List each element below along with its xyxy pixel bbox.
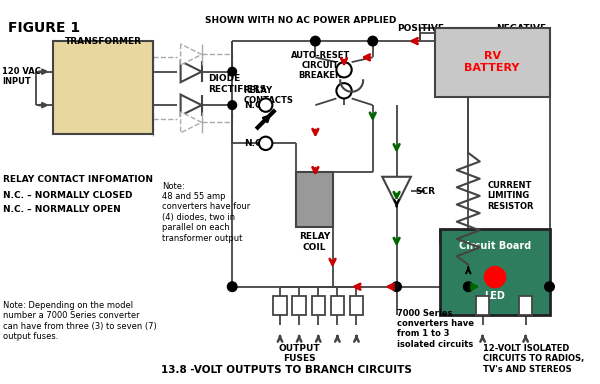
Text: SHOWN WITH NO AC POWER APPLIED: SHOWN WITH NO AC POWER APPLIED bbox=[205, 16, 397, 25]
Text: SCR: SCR bbox=[416, 187, 436, 195]
Text: OUTPUT
FUSES: OUTPUT FUSES bbox=[278, 344, 320, 363]
Text: N.C. – NORMALLY OPEN: N.C. – NORMALLY OPEN bbox=[3, 205, 121, 215]
Text: POSITIVE: POSITIVE bbox=[397, 24, 444, 33]
Circle shape bbox=[227, 282, 237, 291]
Circle shape bbox=[259, 98, 272, 112]
Bar bbox=[53, 41, 153, 134]
Polygon shape bbox=[382, 177, 411, 205]
Text: N.C.: N.C. bbox=[244, 101, 265, 109]
Text: LED: LED bbox=[485, 291, 505, 301]
Polygon shape bbox=[181, 44, 202, 65]
Circle shape bbox=[259, 137, 272, 150]
Text: DIODE
RECTIFIERS: DIODE RECTIFIERS bbox=[208, 74, 266, 94]
Polygon shape bbox=[181, 94, 202, 116]
Text: 13.8 -VOLT OUTPUTS TO BRANCH CIRCUITS: 13.8 -VOLT OUTPUTS TO BRANCH CIRCUITS bbox=[161, 365, 412, 375]
Text: Circuit Board: Circuit Board bbox=[459, 241, 531, 251]
Circle shape bbox=[485, 266, 506, 288]
Bar bbox=[331, 296, 344, 315]
Bar bbox=[296, 172, 332, 227]
Polygon shape bbox=[181, 61, 202, 82]
Bar bbox=[440, 229, 550, 315]
Text: FIGURE 1: FIGURE 1 bbox=[8, 21, 80, 35]
Text: RV
BATTERY: RV BATTERY bbox=[464, 51, 520, 73]
Text: RELAY
COIL: RELAY COIL bbox=[299, 232, 330, 252]
Circle shape bbox=[392, 282, 401, 291]
Text: AUTO-RESET
CIRCUIT
BREAKER: AUTO-RESET CIRCUIT BREAKER bbox=[290, 51, 350, 81]
Bar bbox=[292, 296, 306, 315]
Bar bbox=[519, 296, 532, 315]
Text: 120 VAC
INPUT: 120 VAC INPUT bbox=[2, 67, 41, 86]
Text: 7000 Series
converters have
from 1 to 3
isolated circuits: 7000 Series converters have from 1 to 3 … bbox=[397, 309, 473, 349]
Text: Note: Depending on the model
number a 7000 Series converter
can have from three : Note: Depending on the model number a 70… bbox=[3, 301, 157, 341]
Text: NEGATIVE: NEGATIVE bbox=[496, 24, 546, 33]
Text: TRANSFORMER: TRANSFORMER bbox=[65, 37, 142, 46]
Circle shape bbox=[463, 282, 473, 291]
Text: N.O.: N.O. bbox=[244, 139, 266, 148]
Bar bbox=[274, 296, 287, 315]
Text: 12-VOLT ISOLATED
CIRCUITS TO RADIOS,
TV's AND STEREOS: 12-VOLT ISOLATED CIRCUITS TO RADIOS, TV'… bbox=[482, 344, 584, 374]
Circle shape bbox=[368, 36, 377, 46]
Bar bbox=[311, 296, 325, 315]
Circle shape bbox=[228, 67, 236, 76]
Text: RELAY CONTACT INFOMATION: RELAY CONTACT INFOMATION bbox=[3, 175, 153, 184]
Text: N.C. – NORMALLY CLOSED: N.C. – NORMALLY CLOSED bbox=[3, 191, 133, 200]
Text: Note:
48 and 55 amp
converters have four
(4) diodes, two in
parallel on each
tra: Note: 48 and 55 amp converters have four… bbox=[163, 182, 251, 243]
Circle shape bbox=[337, 83, 352, 98]
Circle shape bbox=[545, 282, 554, 291]
Bar bbox=[476, 296, 490, 315]
Text: RELAY
CONTACTS: RELAY CONTACTS bbox=[244, 86, 293, 105]
Text: CURRENT
LIMITING
RESISTOR: CURRENT LIMITING RESISTOR bbox=[487, 181, 534, 211]
Polygon shape bbox=[181, 112, 202, 133]
Bar bbox=[435, 28, 550, 96]
Circle shape bbox=[311, 36, 320, 46]
Circle shape bbox=[337, 62, 352, 78]
Bar bbox=[350, 296, 363, 315]
Circle shape bbox=[228, 101, 236, 109]
